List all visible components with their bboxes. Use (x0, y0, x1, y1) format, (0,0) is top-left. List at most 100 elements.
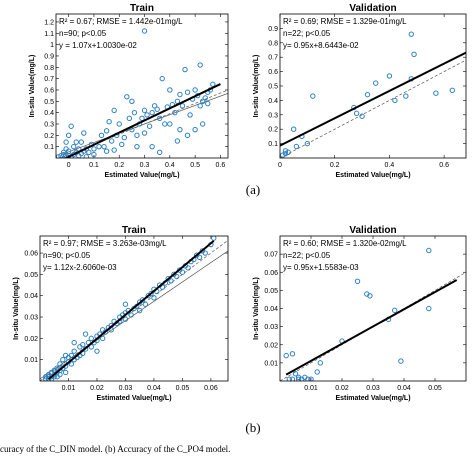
train-po4-ytick-label: 0.03 (24, 315, 38, 322)
train-din-stat-r2-rmse: R² = 0.67; RMSE = 1.442e-01mg/L (59, 17, 183, 26)
train-din-ytick-label: 0.8 (44, 65, 54, 72)
train-din-data-point (103, 128, 110, 134)
train-po4-panel: Train 0.01 0.02 0.03 0.04 0.05 0.06 0.01 0.02 0.0… (13, 225, 229, 402)
train-din-ytick-label: 1.2 (44, 19, 54, 26)
validation-din-data-point (310, 93, 316, 99)
train-din-data-point (167, 121, 173, 127)
train-po4-data-point (148, 290, 154, 297)
train-po4-data-point (151, 295, 157, 301)
train-din-xlabel: Estimated Value(mg/L) (104, 172, 179, 179)
validation-din-xtick-label: 0.6 (439, 162, 449, 169)
train-po4-xtick-label: 0.02 (90, 385, 104, 392)
validation-din-stat-n-p: n=22; p<0.05 (283, 29, 331, 38)
train-din-data-point (162, 121, 168, 127)
validation-po4-data-point (289, 351, 296, 357)
train-po4-data-point (82, 331, 89, 337)
validation-din-reference-line-dashed (280, 59, 466, 158)
train-din-data-point (91, 146, 97, 152)
train-din-data-point (200, 98, 206, 105)
train-din-ylabel: In-situ Value(mg/L) (29, 55, 36, 118)
validation-po4-data-point (426, 305, 432, 312)
validation-din-ytick-label: 0.8 (268, 40, 278, 47)
train-po4-stat-r2-rmse: R² = 0.97; RMSE = 3.263e-03mg/L (43, 239, 167, 248)
train-din-data-point (157, 115, 163, 122)
validation-din-data-point (386, 73, 393, 79)
validation-din-panel: Validation 0 0.2 0.4 0.6 0.1 0.2 0.3 0.4 0.5 0.6 0.… (253, 3, 467, 179)
train-din-data-point (134, 132, 140, 139)
validation-po4-data-point (426, 247, 432, 254)
validation-po4-plot-area (280, 236, 466, 381)
train-din-data-point (63, 139, 69, 145)
validation-po4-stat-n-p: n=22; p<0.05 (283, 251, 331, 260)
train-din-data-point (157, 149, 163, 156)
train-din-xtick-label: 0.4 (165, 162, 175, 169)
train-din-ytick-label: 1 (50, 42, 54, 49)
train-po4-xtick-label: 0.06 (204, 385, 218, 392)
validation-din-data-point (392, 97, 398, 104)
train-din-ytick-label: 0.9 (44, 53, 54, 60)
train-din-data-point (60, 151, 67, 158)
train-din-ytick-label: 0.3 (44, 121, 54, 128)
validation-din-data-point (282, 150, 289, 157)
train-din-data-point (124, 94, 130, 100)
train-po4-data-point (179, 269, 186, 275)
validation-po4-data-point (286, 376, 292, 381)
train-din-data-point (210, 81, 216, 87)
train-din-data-point (141, 130, 148, 136)
train-din-data-point (184, 89, 191, 95)
train-po4-stat-n-p: n=90; p<0.05 (43, 251, 91, 260)
validation-po4-xlabel: Estimated Value(mg/L) (335, 395, 410, 402)
train-din-data-point (98, 132, 105, 139)
validation-din-stat-equation: y= 0.95x+8.6443e-02 (283, 41, 359, 50)
validation-din-data-point (408, 31, 414, 37)
train-po4-data-point (168, 278, 174, 284)
validation-po4-ytick-label: 0.02 (264, 342, 278, 349)
validation-po4-plot-content (280, 247, 466, 381)
train-po4-data-point (128, 312, 134, 318)
train-po4-xtick-label: 0.01 (62, 385, 76, 392)
train-po4-xtick-label: 0.04 (147, 385, 161, 392)
train-din-data-point (73, 139, 79, 145)
train-po4-xtick-label: 0.03 (119, 385, 133, 392)
validation-po4-data-point (295, 376, 302, 381)
train-din-data-point (126, 115, 133, 122)
train-po4-data-point (174, 273, 180, 280)
validation-din-stat-r2-rmse: R² = 0.69; RMSE = 1.329e-01mg/L (283, 17, 407, 26)
train-din-data-point (200, 121, 206, 127)
train-din-ytick-label: 0.4 (44, 110, 54, 117)
train-po4-data-point (57, 361, 63, 367)
validation-po4-panel: Validation 0.01 0.02 0.03 0.04 0.05 0.01 0.02 0.… (253, 225, 467, 402)
train-din-panel: Train 0 0.1 0.2 0.3 0.4 0.5 0.6 0.1 0.2 0.3 0.4 0.5 0… (29, 3, 229, 179)
validation-po4-xtick-label: 0.04 (397, 385, 411, 392)
train-din-ytick-label: 0.5 (44, 99, 54, 106)
train-din-data-point (197, 103, 203, 109)
train-din-data-point (96, 143, 102, 150)
train-po4-data-point (71, 348, 77, 354)
train-din-data-point (151, 103, 158, 109)
train-po4-ytick-label: 0.01 (24, 357, 38, 364)
validation-po4-title: Validation (349, 225, 396, 236)
validation-din-fit-line (280, 51, 466, 147)
validation-po4-ylabel: In-situ Value(mg/L) (253, 277, 260, 340)
train-po4-stat-equation: y= 1.12x-2.6060e-03 (43, 263, 117, 272)
train-din-data-point (141, 107, 148, 114)
validation-din-ytick-label: 0.4 (268, 98, 278, 105)
validation-din-ytick-label: 0.2 (268, 127, 278, 134)
train-po4-plot-content (40, 236, 228, 381)
validation-po4-stat-r2-rmse: R² = 0.60; RMSE = 1.320e-02mg/L (283, 239, 407, 248)
train-din-data-point (81, 130, 87, 136)
validation-po4-data-point (398, 358, 404, 364)
train-po4-data-point (68, 361, 75, 367)
train-din-xtick-label: 0.5 (190, 162, 200, 169)
train-din-ytick-label: 0.1 (44, 144, 54, 151)
validation-din-xtick-label: 0 (278, 162, 282, 169)
train-po4-frame (39, 235, 229, 382)
train-din-data-point (119, 141, 125, 148)
validation-din-plot-content (280, 31, 466, 158)
train-din-plot-area (56, 14, 228, 158)
train-din-data-point (78, 139, 84, 145)
validation-din-data-point (282, 148, 289, 154)
validation-din-ytick-label: 0.7 (268, 55, 278, 62)
train-din-data-point (177, 126, 183, 133)
train-din-stat-equation: y = 1.07x+1.0030e-02 (59, 41, 137, 50)
